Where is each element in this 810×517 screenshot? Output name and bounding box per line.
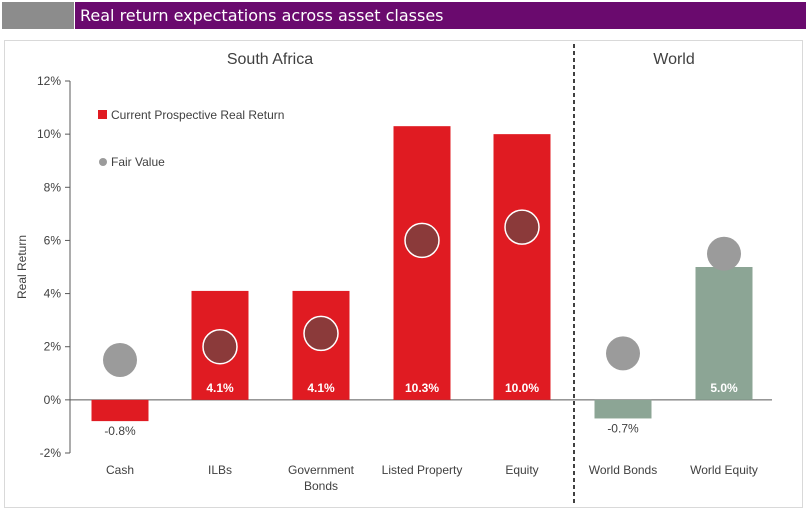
- bar: [695, 267, 753, 400]
- bar-value-label: -0.8%: [104, 424, 136, 438]
- y-tick-label: 0%: [44, 393, 62, 407]
- category-label: Cash: [106, 463, 134, 477]
- y-axis-label: Real Return: [15, 235, 29, 299]
- title-background: [75, 2, 806, 29]
- fair-value-marker: [707, 236, 741, 271]
- y-tick-label: 12%: [37, 74, 61, 88]
- bar: [594, 399, 652, 419]
- fair-value-marker: [504, 209, 540, 245]
- legend-bar-swatch: [98, 110, 107, 119]
- page-title: Real return expectations across asset cl…: [80, 6, 444, 25]
- legend-marker-swatch: [99, 158, 107, 166]
- fair-value-marker: [202, 328, 238, 365]
- fair-value-marker: [606, 336, 640, 371]
- category-label: Bonds: [304, 479, 338, 493]
- title-accent-block: [2, 2, 74, 29]
- title-bar: Real return expectations across asset cl…: [0, 2, 806, 29]
- bar-value-label: 4.1%: [307, 381, 335, 395]
- bar-value-label: 10.3%: [405, 381, 439, 395]
- bar-value-label: 10.0%: [505, 381, 539, 395]
- group-header: World: [653, 51, 695, 68]
- legend-bar-label: Current Prospective Real Return: [111, 108, 284, 122]
- category-label: Government: [288, 463, 355, 477]
- chart-frame: [4, 40, 803, 508]
- y-tick-label: 8%: [44, 180, 62, 194]
- bar-value-label: 4.1%: [206, 381, 234, 395]
- y-tick-label: 4%: [44, 287, 62, 301]
- category-label: Equity: [505, 463, 538, 477]
- category-label: Listed Property: [382, 463, 463, 477]
- category-label: World Equity: [690, 463, 758, 477]
- fair-value-marker: [404, 222, 440, 259]
- legend-marker-label: Fair Value: [111, 155, 165, 169]
- bar-value-label: -0.7%: [607, 421, 639, 435]
- y-tick-label: -2%: [40, 446, 62, 460]
- category-label: World Bonds: [589, 463, 657, 477]
- fair-value-marker: [303, 315, 339, 352]
- y-tick-label: 2%: [44, 340, 62, 354]
- y-tick-label: 6%: [44, 233, 62, 247]
- group-header: South Africa: [227, 51, 313, 68]
- bar: [493, 134, 551, 400]
- category-label: ILBs: [208, 463, 232, 477]
- bar-value-label: 5.0%: [710, 381, 738, 395]
- bar: [393, 126, 451, 400]
- y-tick-label: 10%: [37, 127, 61, 141]
- fair-value-marker: [103, 343, 137, 377]
- bar: [91, 399, 149, 422]
